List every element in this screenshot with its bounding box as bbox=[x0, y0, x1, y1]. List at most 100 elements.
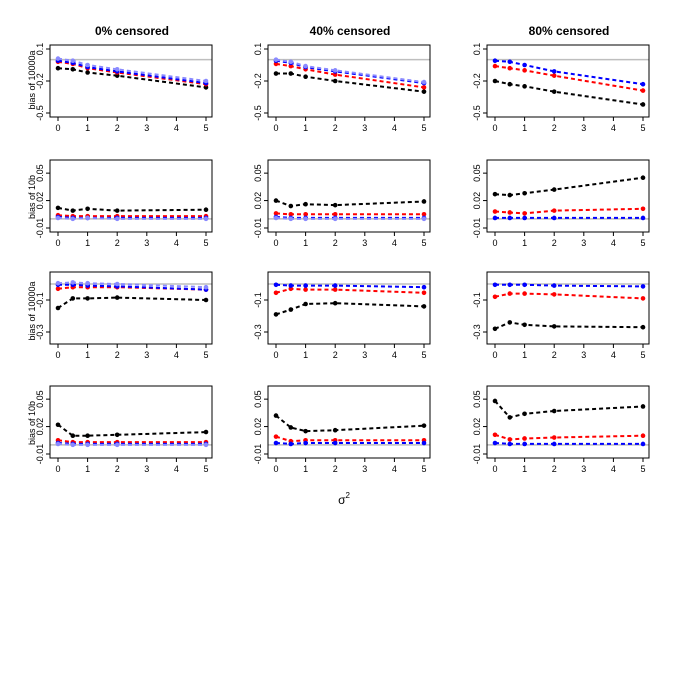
data-point-black-0 bbox=[492, 191, 498, 197]
x-axis-label-superscript: 2 bbox=[345, 491, 350, 500]
x-tick-label: 0 bbox=[492, 350, 497, 360]
panel-frame bbox=[486, 385, 650, 459]
data-point-black-2 bbox=[85, 70, 90, 75]
data-point-blue-2 bbox=[522, 441, 527, 447]
data-point-lightblue-0 bbox=[55, 441, 61, 447]
data-point-black-4 bbox=[421, 199, 427, 204]
data-point-red-1 bbox=[507, 437, 513, 442]
data-point-red-0 bbox=[273, 434, 279, 439]
x-tick-label: 4 bbox=[392, 238, 397, 248]
y-tick-label: 0.02 bbox=[472, 192, 482, 210]
x-tick-label: 5 bbox=[203, 464, 208, 474]
data-point-lightblue-1 bbox=[288, 59, 294, 65]
data-point-lightblue-2 bbox=[303, 63, 308, 69]
x-tick-label: 0 bbox=[273, 123, 278, 133]
y-tick-label: -0.01 bbox=[472, 218, 482, 239]
x-tick-label: 0 bbox=[492, 123, 497, 133]
data-point-lightblue-2 bbox=[85, 442, 90, 448]
data-point-blue-0 bbox=[273, 440, 279, 446]
data-point-black-1 bbox=[288, 71, 294, 76]
data-point-black-2 bbox=[303, 301, 308, 307]
x-tick-label: 0 bbox=[273, 350, 278, 360]
data-point-red-3 bbox=[551, 292, 557, 297]
panel-r2-c0: 0 1 2 3 4 5 -0.3 -0.1 bbox=[35, 271, 213, 360]
y-tick-label: -0.01 bbox=[253, 444, 263, 465]
x-tick-label: 2 bbox=[115, 464, 120, 474]
data-point-lightblue-1 bbox=[70, 280, 76, 285]
x-tick-label: 1 bbox=[522, 464, 527, 474]
data-point-black-4 bbox=[421, 423, 427, 428]
data-point-red-4 bbox=[640, 88, 646, 93]
series-line-black bbox=[275, 302, 425, 316]
data-point-blue-4 bbox=[640, 81, 646, 87]
data-point-black-3 bbox=[332, 427, 338, 433]
series-line-blue bbox=[494, 59, 644, 86]
panel-frame bbox=[486, 44, 650, 118]
data-point-red-4 bbox=[421, 290, 427, 296]
data-point-black-0 bbox=[492, 398, 498, 404]
x-tick-label: 5 bbox=[640, 238, 645, 248]
data-point-red-4 bbox=[640, 296, 646, 301]
x-tick-label: 3 bbox=[362, 350, 367, 360]
data-point-black-2 bbox=[85, 206, 90, 212]
y-tick-label: 0.1 bbox=[35, 43, 45, 56]
data-point-black-3 bbox=[114, 295, 120, 300]
data-point-black-2 bbox=[303, 74, 308, 80]
data-point-red-2 bbox=[522, 68, 527, 73]
data-point-lightblue-0 bbox=[273, 57, 279, 62]
data-point-black-4 bbox=[203, 429, 209, 435]
data-point-black-2 bbox=[522, 411, 527, 417]
y-tick-label: 0.02 bbox=[35, 418, 45, 436]
data-point-lightblue-3 bbox=[332, 68, 338, 73]
data-point-black-1 bbox=[288, 203, 294, 209]
data-point-lightblue-3 bbox=[114, 66, 120, 72]
x-tick-label: 1 bbox=[303, 350, 308, 360]
x-tick-label: 4 bbox=[392, 350, 397, 360]
y-tick-label: -0.2 bbox=[35, 73, 45, 89]
data-point-red-0 bbox=[273, 290, 279, 296]
x-tick-label: 2 bbox=[552, 238, 557, 248]
x-tick-label: 2 bbox=[552, 123, 557, 133]
y-tick-label: -0.01 bbox=[35, 444, 45, 465]
data-point-blue-3 bbox=[551, 283, 557, 288]
data-point-black-0 bbox=[492, 326, 498, 332]
x-tick-label: 5 bbox=[203, 123, 208, 133]
data-point-blue-3 bbox=[551, 441, 557, 447]
panel-frame bbox=[486, 271, 650, 345]
x-tick-label: 0 bbox=[55, 464, 60, 474]
data-point-lightblue-0 bbox=[55, 280, 61, 286]
data-point-blue-1 bbox=[507, 282, 513, 288]
x-tick-label: 1 bbox=[85, 238, 90, 248]
data-point-blue-1 bbox=[507, 215, 513, 221]
series-line-black bbox=[57, 296, 207, 309]
x-tick-label: 3 bbox=[581, 350, 586, 360]
data-point-blue-2 bbox=[303, 440, 308, 446]
y-tick-label: -0.5 bbox=[35, 105, 45, 121]
y-tick-label: 0.02 bbox=[253, 192, 263, 210]
panel-frame bbox=[49, 159, 213, 233]
data-point-black-1 bbox=[507, 192, 513, 198]
x-tick-label: 4 bbox=[611, 464, 616, 474]
data-point-black-1 bbox=[507, 320, 513, 325]
data-point-lightblue-4 bbox=[203, 284, 209, 290]
y-tick-label: -0.2 bbox=[253, 73, 263, 89]
data-point-lightblue-4 bbox=[421, 79, 427, 85]
data-point-black-2 bbox=[303, 428, 308, 434]
y-tick-label: 0.02 bbox=[253, 418, 263, 436]
series-line-black bbox=[275, 199, 425, 208]
x-tick-label: 3 bbox=[362, 238, 367, 248]
data-point-blue-3 bbox=[551, 69, 557, 74]
data-point-blue-2 bbox=[522, 282, 527, 288]
data-point-black-4 bbox=[640, 102, 646, 107]
data-point-blue-4 bbox=[421, 440, 427, 446]
data-point-black-1 bbox=[70, 208, 76, 213]
panel-r0-c0: 0 1 2 3 4 5 -0.5 -0.2 0.1 bbox=[35, 43, 213, 133]
panel-r1-c0: 0 1 2 3 4 5 -0.01 0.02 0.05 bbox=[35, 159, 213, 248]
x-tick-label: 1 bbox=[85, 123, 90, 133]
series-line-black bbox=[494, 176, 644, 197]
panel-frame bbox=[49, 385, 213, 459]
data-point-black-2 bbox=[522, 190, 527, 196]
data-point-red-2 bbox=[303, 287, 308, 292]
data-point-black-3 bbox=[332, 300, 338, 306]
series-line-black bbox=[494, 400, 644, 419]
